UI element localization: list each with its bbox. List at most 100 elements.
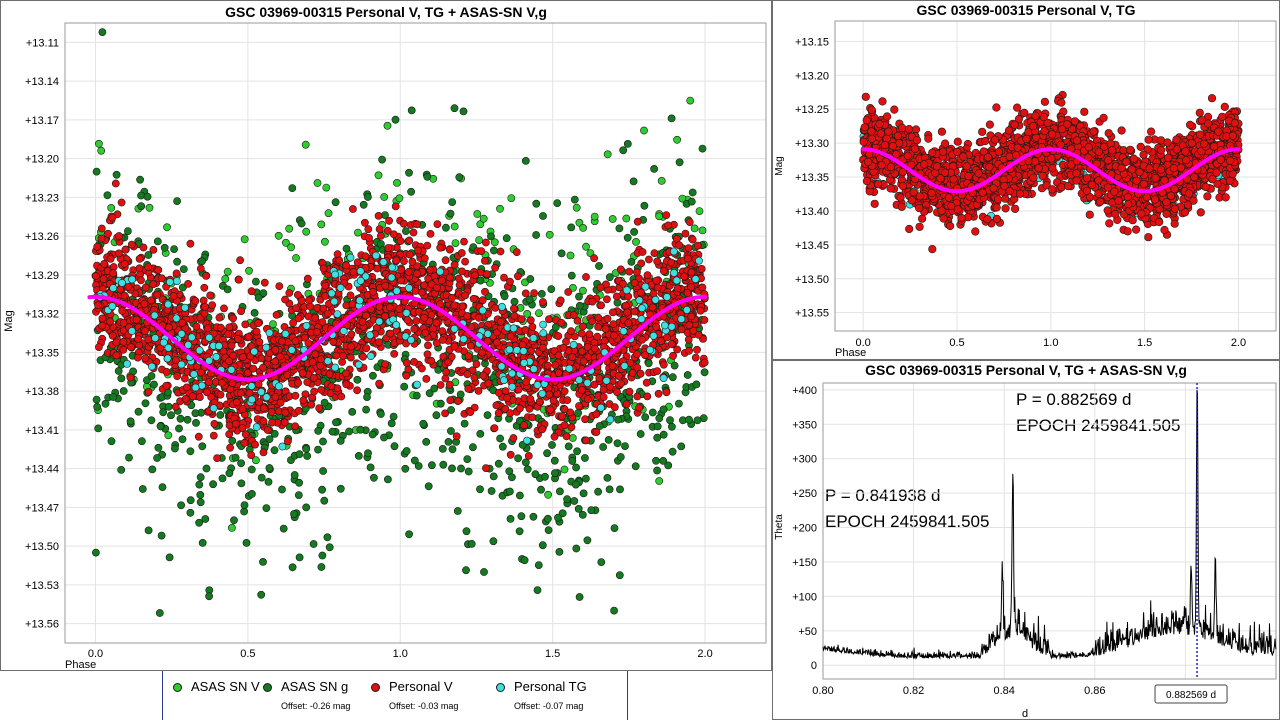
data-point (466, 341, 475, 350)
data-point (622, 214, 631, 223)
data-point (572, 203, 581, 212)
data-point (593, 332, 602, 341)
data-point (581, 415, 589, 424)
data-point (319, 437, 327, 446)
data-point (539, 320, 547, 329)
data-point (667, 322, 676, 331)
data-point (128, 327, 136, 335)
data-point (141, 354, 150, 363)
main-x-axis-label: Phase (65, 659, 96, 670)
y-tick-label: +13.20 (25, 154, 59, 166)
data-point (250, 347, 259, 356)
data-point (144, 251, 153, 259)
data-point (436, 267, 444, 276)
data-point (363, 193, 372, 201)
data-point (490, 424, 499, 432)
data-point (481, 464, 490, 472)
data-point (302, 503, 311, 512)
data-point (640, 201, 649, 210)
data-point (427, 461, 436, 470)
data-point (294, 491, 303, 499)
y-tick-label: +13.17 (25, 115, 59, 127)
data-point (327, 289, 336, 298)
data-point (517, 315, 526, 324)
data-point (608, 361, 617, 370)
data-point (457, 464, 465, 473)
data-point (688, 188, 697, 197)
data-point (438, 327, 447, 335)
data-point (330, 297, 339, 306)
data-point (523, 436, 531, 445)
data-point (421, 328, 430, 337)
data-point (483, 411, 492, 419)
data-point (521, 289, 530, 298)
data-point (383, 475, 392, 484)
data-point (543, 449, 551, 458)
data-point (287, 345, 296, 354)
data-point (494, 409, 503, 417)
data-point (177, 360, 186, 369)
data-point (366, 331, 374, 340)
data-point (184, 340, 193, 349)
data-point (670, 247, 678, 256)
data-point (625, 387, 634, 396)
data-point (523, 309, 532, 318)
data-point (270, 429, 279, 438)
data-point (685, 218, 694, 226)
data-point (633, 217, 642, 226)
data-point (450, 222, 459, 231)
data-point (637, 315, 646, 323)
data-point (653, 433, 662, 442)
data-point (181, 394, 190, 403)
data-point (467, 540, 476, 548)
data-point (144, 526, 153, 535)
data-point (202, 464, 211, 473)
data-point (336, 283, 345, 292)
y-tick-label: +13.41 (25, 425, 59, 437)
data-point (657, 176, 666, 185)
data-point (98, 321, 106, 330)
data-point (265, 328, 274, 337)
data-point (690, 224, 699, 233)
data-point (533, 586, 542, 594)
data-point (178, 435, 187, 444)
data-point (564, 288, 573, 296)
data-point (498, 442, 507, 451)
data-point (565, 364, 574, 373)
data-point (173, 372, 182, 380)
data-point (238, 405, 247, 413)
data-point (126, 373, 135, 382)
data-point (356, 276, 365, 285)
data-point (491, 263, 499, 272)
data-point (646, 346, 654, 354)
data-point (305, 296, 313, 305)
data-point (232, 398, 241, 407)
data-point (514, 454, 522, 463)
data-point (459, 335, 468, 343)
data-point (433, 220, 442, 228)
data-point (683, 288, 692, 297)
data-point (640, 126, 648, 135)
data-point (628, 368, 637, 377)
data-point (234, 334, 242, 343)
data-point (149, 245, 158, 254)
data-point (401, 332, 410, 341)
data-point (592, 428, 601, 436)
data-point (183, 415, 192, 424)
data-point (145, 203, 154, 212)
data-point (613, 439, 622, 448)
data-point (240, 235, 249, 244)
data-point (224, 330, 233, 339)
data-point (274, 382, 283, 391)
data-point (267, 407, 276, 416)
data-point (568, 353, 577, 362)
data-point (137, 191, 145, 200)
data-point (506, 409, 515, 418)
data-point (147, 296, 156, 305)
y-tick-label: +13.35 (25, 347, 59, 359)
data-point (227, 341, 236, 350)
data-point (336, 436, 345, 445)
data-point (663, 293, 671, 301)
data-point (303, 274, 312, 283)
data-point (249, 364, 258, 373)
